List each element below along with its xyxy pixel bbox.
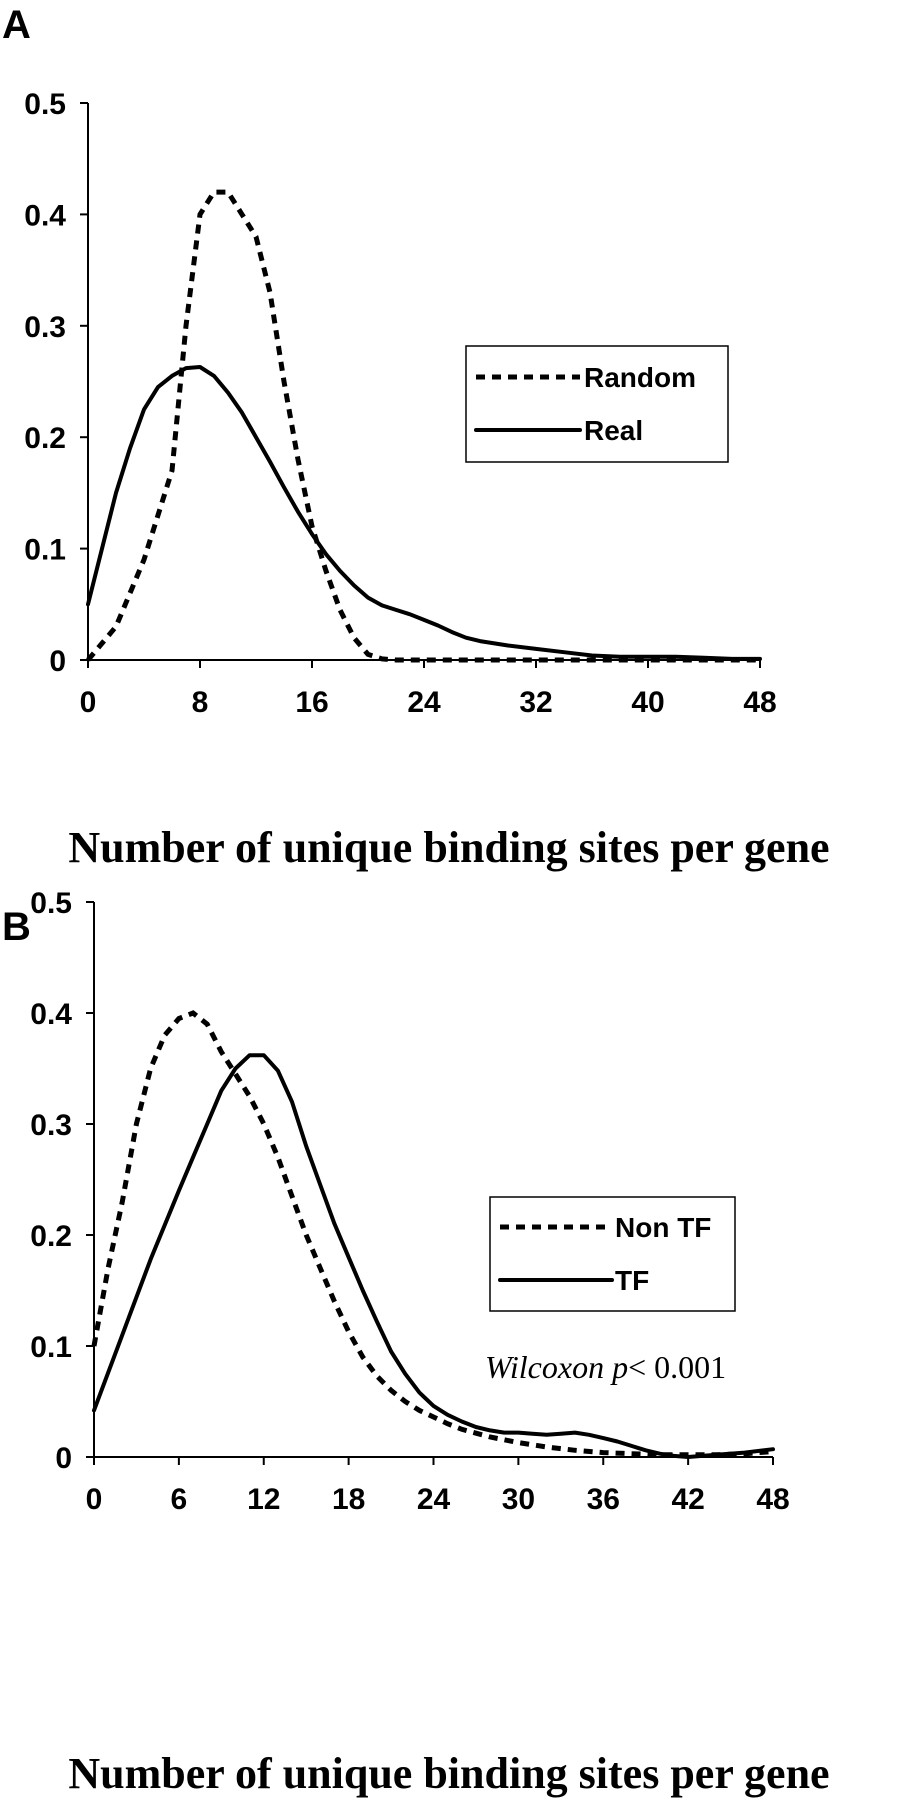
series-line-non-tf xyxy=(91,1010,774,1458)
plot-area-a: 0 0.1 0.2 0.3 0.4 0.5 0 8 16 24 32 40 48 xyxy=(24,88,776,719)
legend-box-a xyxy=(465,345,729,463)
x-tick-label: 48 xyxy=(743,686,776,719)
x-tick-label: 30 xyxy=(502,1483,535,1516)
series-line-real xyxy=(86,365,762,661)
x-tick-label: 18 xyxy=(332,1483,365,1516)
x-tick-label: 32 xyxy=(519,686,552,719)
y-tick-label: 0.2 xyxy=(30,1220,72,1253)
panel-b: B 0 0.1 0.2 0.3 0.4 0.5 0 6 12 18 24 30 36 42 48 Numbe… xyxy=(2,887,830,1798)
panel-a: A 0 0.1 0.2 0.3 0.4 0.5 0 8 16 24 32 40 48 Number of… xyxy=(2,3,830,872)
wilcoxon-annotation: Wilcoxon p< 0.001 xyxy=(485,1349,726,1385)
y-tick-label: 0 xyxy=(55,1442,72,1475)
legend-box-b xyxy=(489,1196,736,1312)
y-tick-label: 0.5 xyxy=(30,887,72,920)
x-tick-label: 16 xyxy=(295,686,328,719)
legend-label-real: Real xyxy=(584,415,643,446)
x-tick-label: 6 xyxy=(171,1483,188,1516)
panel-label-b: B xyxy=(2,905,31,949)
x-tick-label: 0 xyxy=(80,686,97,719)
x-tick-label: 0 xyxy=(86,1483,103,1516)
y-tick-label: 0.1 xyxy=(30,1331,72,1364)
x-axis-title-b: Number of unique binding sites per gene xyxy=(68,1749,829,1798)
legend-a: Random Real xyxy=(465,345,729,463)
x-tick-label: 42 xyxy=(671,1483,704,1516)
y-tick-label: 0.3 xyxy=(24,311,66,344)
plot-area-b: 0 0.1 0.2 0.3 0.4 0.5 0 6 12 18 24 30 36 42 48 xyxy=(30,887,789,1516)
y-tick-label: 0.4 xyxy=(30,998,72,1031)
x-tick-label: 48 xyxy=(756,1483,789,1516)
x-tick-label: 36 xyxy=(587,1483,620,1516)
legend-label-tf: TF xyxy=(615,1265,649,1296)
y-tick-label: 0 xyxy=(49,645,66,678)
x-tick-label: 8 xyxy=(192,686,209,719)
y-tick-label: 0.3 xyxy=(30,1109,72,1142)
x-tick-label: 12 xyxy=(247,1483,280,1516)
series-line-random xyxy=(86,189,760,663)
legend-b: Non TF TF xyxy=(489,1196,736,1312)
x-tick-label: 24 xyxy=(417,1483,451,1516)
x-tick-label: 24 xyxy=(407,686,441,719)
y-tick-label: 0.1 xyxy=(24,534,66,567)
x-axis-title-a: Number of unique binding sites per gene xyxy=(68,823,829,872)
y-tick-label: 0.2 xyxy=(24,422,66,455)
legend-label-random: Random xyxy=(584,362,696,393)
series-line-tf xyxy=(92,1053,775,1459)
legend-label-non-tf: Non TF xyxy=(615,1212,711,1243)
y-tick-label: 0.4 xyxy=(24,199,66,232)
panel-label-a: A xyxy=(2,3,31,47)
y-tick-label: 0.5 xyxy=(24,88,66,121)
x-tick-label: 40 xyxy=(631,686,664,719)
